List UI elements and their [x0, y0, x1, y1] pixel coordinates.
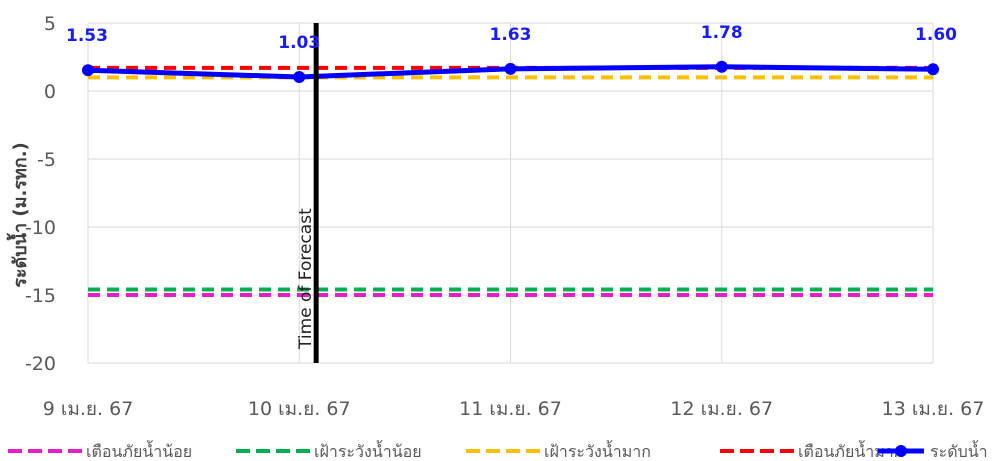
legend-label: เฝ้าระวังน้ำมาก: [544, 440, 651, 461]
y-tick-label: -15: [25, 285, 56, 307]
data-point: [293, 70, 306, 83]
data-point: [927, 63, 939, 76]
x-tick-label: 9 เม.ย. 67: [43, 398, 134, 420]
y-tick-label: -5: [37, 149, 56, 171]
x-tick-label: 10 เม.ย. 67: [248, 398, 351, 420]
y-tick-label: -10: [25, 217, 56, 239]
x-axis-ticks: 9 เม.ย. 67 10 เม.ย. 67 11 เม.ย. 67 12 เม.ย.…: [43, 398, 985, 420]
data-label: 1.53: [66, 26, 108, 46]
data-label: 1.63: [490, 25, 532, 45]
forecast-label: Time of Forecast: [296, 208, 316, 350]
y-tick-label: 0: [44, 81, 56, 103]
legend: เตือนภัยน้ำน้อย เฝ้าระวังน้ำน้อย เฝ้าระวัง…: [8, 440, 988, 461]
x-tick-label: 12 เม.ย. 67: [670, 398, 773, 420]
x-tick-label: 13 เม.ย. 67: [882, 398, 985, 420]
legend-label: เฝ้าระวังน้ำน้อย: [314, 440, 422, 461]
data-label: 1.60: [915, 25, 957, 45]
series-lines: [82, 60, 939, 297]
data-labels: 1.53 1.03 1.63 1.78 1.60: [66, 23, 957, 53]
y-tick-label: 5: [44, 13, 56, 35]
y-tick-label: -20: [25, 353, 56, 375]
y-axis-ticks: 5 0 -5 -10 -15 -20: [25, 13, 56, 375]
data-label: 1.78: [701, 23, 743, 43]
legend-label: เตือนภัยน้ำน้อย: [86, 440, 192, 461]
data-point: [715, 60, 728, 73]
data-point: [504, 62, 517, 75]
forecast-annotation: Time of Forecast: [296, 23, 319, 363]
data-label: 1.03: [278, 33, 320, 53]
x-tick-label: 11 เม.ย. 67: [459, 398, 562, 420]
legend-label: เตือนภัยน้ำมาก: [798, 440, 903, 461]
legend-label: ระดับน้ำ: [930, 440, 988, 461]
legend-swatch-marker: [895, 445, 907, 457]
y-axis-label: ระดับน้ำ (ม.รทก.): [6, 142, 31, 288]
data-point: [82, 64, 94, 77]
